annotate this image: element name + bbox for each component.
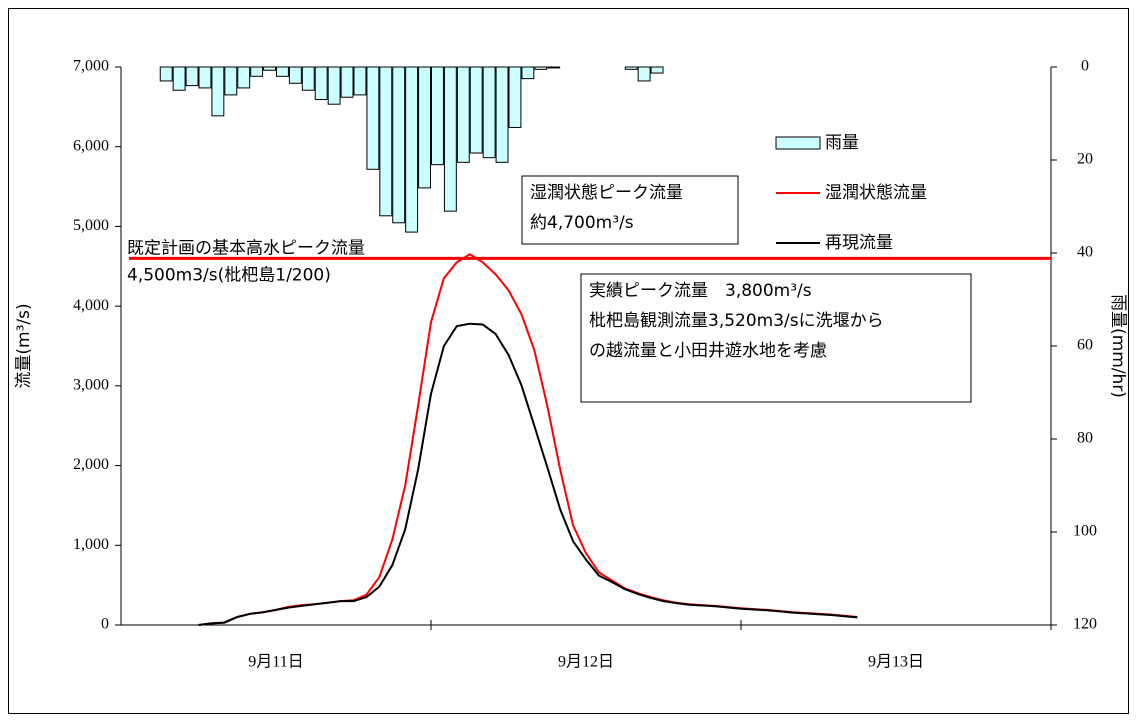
rain-bar <box>392 66 406 224</box>
annotation-text: 湿潤状態ピーク流量 <box>530 183 683 203</box>
y2-axis-label: 雨量(mm/hr) <box>1108 294 1128 398</box>
annotation-box <box>580 273 972 403</box>
rain-bar <box>211 66 225 117</box>
y2-tick-label: 100 <box>1073 523 1097 540</box>
rain-bar <box>508 66 522 128</box>
y2-tick-label: 60 <box>1077 337 1093 354</box>
rain-bar <box>301 66 315 91</box>
y-tick-label: 0 <box>101 616 109 633</box>
rain-bar <box>521 66 535 80</box>
rain-bar <box>198 66 212 89</box>
rain-bar <box>534 66 548 70</box>
rain-bar <box>405 66 419 233</box>
y-tick-label: 1,000 <box>73 536 109 553</box>
rain-bar <box>340 66 354 98</box>
rain-bar <box>495 66 509 163</box>
rain-bar <box>547 66 561 69</box>
annotation-box <box>521 175 739 245</box>
rain-bar <box>185 66 199 87</box>
y-tick-label: 4,000 <box>73 297 109 314</box>
rain-bar <box>288 66 302 84</box>
y-tick-label: 3,000 <box>73 377 109 394</box>
rain-bar <box>314 66 328 101</box>
rain-bar <box>637 66 651 82</box>
annotation-text: 枇杷島観測流量3,520m3/sに洗堰から <box>589 311 884 331</box>
rain-bar <box>276 66 289 77</box>
rain-bar <box>482 66 496 159</box>
rain-bar <box>650 66 664 74</box>
reference-label: 4,500m3/s(枇杷島1/200) <box>127 265 331 285</box>
rain-bar <box>263 66 277 71</box>
y-axis-label: 流量(m³/s) <box>14 303 34 388</box>
reference-label: 既定計画の基本高水ピーク流量 <box>127 238 365 258</box>
y2-tick-label: 80 <box>1077 430 1093 447</box>
annotation-text: 約4,700m³/s <box>530 213 634 233</box>
annotation-text: の越流量と小田井遊水地を考慮 <box>589 341 827 361</box>
y2-tick-label: 0 <box>1081 58 1089 75</box>
y-tick-label: 5,000 <box>73 217 109 234</box>
rain-bar <box>431 66 444 166</box>
y-tick-label: 6,000 <box>73 137 109 154</box>
rain-bar <box>379 66 393 217</box>
rain-bar <box>624 66 638 70</box>
flow-line <box>198 322 858 626</box>
rain-bar <box>327 66 341 105</box>
rain-bar <box>159 66 173 82</box>
rain-bar <box>469 66 483 154</box>
rain-bar <box>353 66 367 96</box>
y-tick-label: 2,000 <box>73 456 109 473</box>
annotation-text: 実績ピーク流量 3,800m³/s <box>589 281 812 301</box>
y2-tick-label: 20 <box>1077 151 1093 168</box>
rain-bar <box>418 66 432 189</box>
y2-tick-label: 40 <box>1077 244 1093 261</box>
x-tick-label: 9月12日 <box>558 654 614 671</box>
legend-label: 湿潤状態流量 <box>825 183 927 203</box>
rain-bar <box>366 66 380 170</box>
legend-label: 雨量 <box>825 133 859 153</box>
x-tick-label: 9月11日 <box>248 654 303 671</box>
rain-bar <box>250 66 264 77</box>
rain-bar <box>456 66 470 163</box>
rain-bar <box>237 66 251 89</box>
rain-bar <box>172 66 186 91</box>
y-tick-label: 7,000 <box>73 58 109 75</box>
rain-bar <box>443 66 457 212</box>
x-tick-label: 9月13日 <box>868 654 924 671</box>
rain-bar <box>224 66 238 96</box>
y2-tick-label: 120 <box>1073 616 1097 633</box>
legend-label: 再現流量 <box>825 233 893 253</box>
legend-swatch <box>775 136 821 150</box>
